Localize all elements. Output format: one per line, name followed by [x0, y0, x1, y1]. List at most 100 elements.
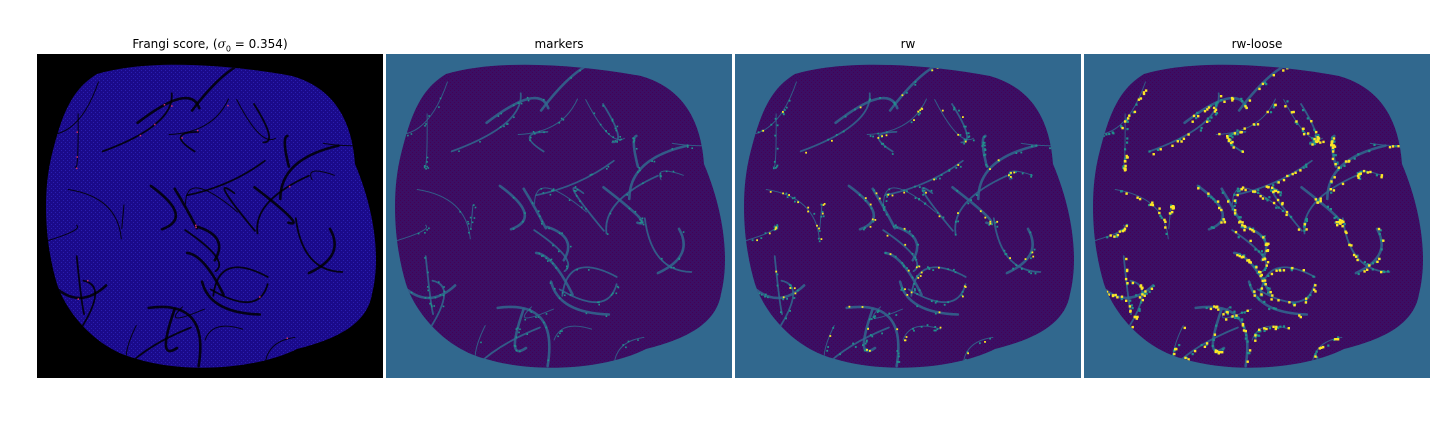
- segment-pixel: [1226, 313, 1229, 316]
- segment-pixel: [1337, 220, 1341, 224]
- segment-pixel: [985, 163, 988, 166]
- segment-pixel: [1260, 287, 1264, 290]
- segment-pixel: [768, 232, 771, 235]
- segment-pixel: [642, 223, 645, 226]
- segment-pixel: [813, 212, 816, 215]
- segment-pixel: [1259, 330, 1262, 333]
- segment-pixel: [552, 189, 555, 192]
- markers-canvas: [386, 54, 732, 378]
- segment-pixel: [1330, 191, 1333, 194]
- segment-pixel: [1105, 133, 1108, 136]
- segment-pixel: [1271, 294, 1274, 297]
- segment-pixel: [1168, 212, 1172, 215]
- segment-pixel: [896, 226, 898, 229]
- segment-pixel: [1273, 189, 1276, 193]
- vessel: [656, 227, 685, 275]
- segment-pixel: [438, 106, 440, 108]
- segment-pixel: [1187, 358, 1190, 361]
- segment-pixel: [1275, 269, 1278, 272]
- segment-pixel: [1145, 292, 1148, 295]
- segment-pixel: [635, 148, 638, 150]
- panel-title-rw: rw: [900, 37, 916, 51]
- vessel: [632, 134, 640, 168]
- segment-pixel: [1236, 253, 1239, 257]
- segment-pixel: [1284, 105, 1287, 108]
- segment-pixel: [1242, 325, 1245, 328]
- segment-pixel: [1371, 268, 1374, 271]
- segment-pixel: [1253, 190, 1257, 193]
- segment-pixel: [554, 288, 556, 290]
- segment-pixel: [1156, 148, 1159, 151]
- segment-pixel: [1315, 350, 1318, 353]
- vessel: [605, 174, 659, 235]
- segment-pixel: [543, 98, 545, 101]
- segment-pixel: [1272, 201, 1276, 205]
- segment-pixel: [1135, 317, 1138, 320]
- segment-pixel: [1197, 187, 1200, 190]
- segment-pixel: [552, 262, 554, 265]
- segment-pixel: [975, 194, 978, 196]
- segment-pixel: [789, 287, 792, 289]
- segment-pixel: [1233, 212, 1237, 215]
- segment-pixel: [910, 121, 913, 124]
- segment-pixel: [914, 289, 916, 292]
- segment-pixel: [1322, 140, 1325, 144]
- segment-pixel: [1231, 133, 1234, 136]
- segment-pixel: [559, 330, 562, 333]
- segment-pixel: [1264, 266, 1267, 270]
- segment-pixel: [512, 228, 515, 230]
- segment-pixel: [885, 134, 888, 137]
- segment-pixel: [1030, 272, 1032, 275]
- segment-pixel: [1335, 215, 1338, 218]
- segment-pixel: [1248, 352, 1251, 355]
- segment-pixel: [984, 216, 987, 219]
- segment-pixel: [1357, 173, 1361, 176]
- segment-pixel: [627, 340, 630, 343]
- segment-pixel: [426, 161, 428, 163]
- segment-pixel: [1244, 105, 1247, 108]
- segment-pixel: [1125, 257, 1128, 261]
- segment-pixel: [1253, 294, 1256, 297]
- segment-pixel: [1207, 192, 1210, 195]
- segment-pixel: [579, 200, 581, 202]
- segment-pixel: [1342, 220, 1345, 223]
- segment-pixel: [1320, 346, 1323, 349]
- segment-pixel: [959, 134, 962, 136]
- segment-pixel: [1287, 327, 1290, 330]
- segment-pixel: [672, 170, 675, 173]
- segment-pixel: [1236, 133, 1239, 136]
- segment-pixel: [227, 104, 229, 107]
- segment-pixel: [433, 305, 435, 307]
- segment-pixel: [764, 293, 767, 296]
- segment-pixel: [966, 351, 969, 353]
- segment-pixel: [1236, 129, 1239, 132]
- segment-pixel: [888, 192, 890, 195]
- segment-pixel: [426, 156, 429, 159]
- segment-pixel: [639, 169, 641, 172]
- segment-pixel: [901, 262, 904, 264]
- segment-pixel: [854, 346, 857, 348]
- segment-pixel: [439, 97, 442, 100]
- segment-pixel: [1030, 175, 1033, 178]
- segment-pixel: [1369, 170, 1372, 174]
- segment-pixel: [997, 159, 1000, 162]
- segment-pixel: [1326, 205, 1329, 208]
- segment-pixel: [1314, 353, 1317, 356]
- segment-pixel: [1124, 167, 1127, 170]
- segment-pixel: [910, 291, 913, 294]
- segment-pixel: [968, 135, 971, 138]
- segment-pixel: [585, 312, 588, 315]
- segment-pixel: [1021, 172, 1024, 175]
- segment-pixel: [195, 224, 197, 227]
- vessel: [1008, 170, 1033, 181]
- segment-pixel: [888, 312, 891, 315]
- segment-pixel: [1244, 337, 1247, 340]
- segment-pixel: [1258, 87, 1261, 91]
- vessel: [498, 184, 527, 231]
- segment-pixel: [542, 192, 545, 194]
- segment-pixel: [1222, 218, 1225, 221]
- segment-pixel: [1217, 352, 1220, 355]
- vessel: [534, 187, 587, 213]
- segment-pixel: [1327, 344, 1330, 347]
- segment-pixel: [439, 294, 442, 296]
